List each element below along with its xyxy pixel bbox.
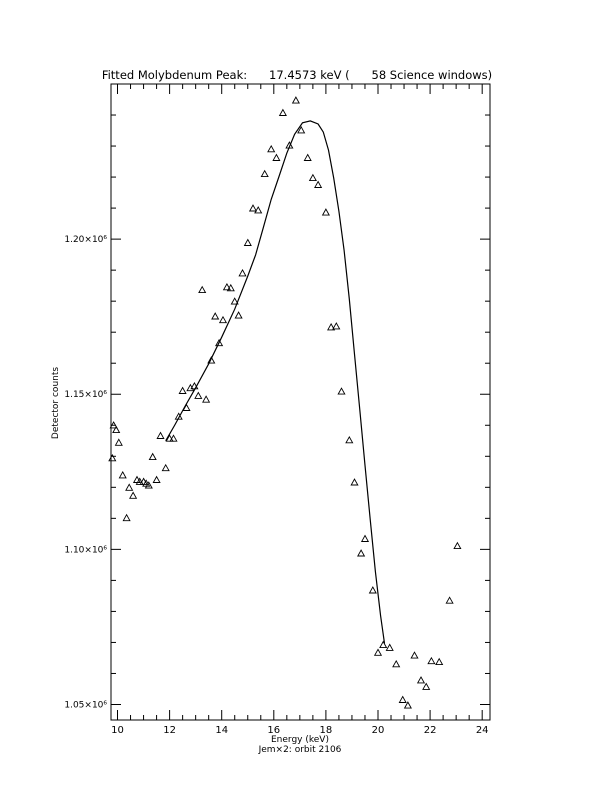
chart-title: Fitted Molybdenum Peak: 17.4573 keV ( 58… bbox=[102, 68, 492, 82]
data-point bbox=[174, 412, 183, 420]
data-point bbox=[234, 311, 243, 319]
data-point bbox=[165, 434, 174, 442]
y-tick-label: 1.20×10⁶ bbox=[64, 235, 107, 245]
data-point bbox=[190, 381, 199, 390]
data-point bbox=[198, 285, 207, 294]
data-point bbox=[368, 586, 377, 594]
data-point bbox=[148, 452, 157, 461]
plot-frame bbox=[110, 83, 491, 721]
data-point bbox=[360, 534, 370, 542]
data-point bbox=[291, 96, 300, 104]
data-point bbox=[416, 676, 426, 684]
data-point bbox=[403, 701, 412, 709]
data-point bbox=[125, 483, 134, 491]
data-point bbox=[327, 322, 336, 331]
data-point bbox=[321, 208, 330, 216]
data-point bbox=[297, 125, 306, 134]
y-tick-label: 1.15×10⁶ bbox=[64, 390, 107, 400]
data-point bbox=[385, 643, 394, 651]
data-point bbox=[337, 387, 346, 395]
data-point bbox=[308, 173, 317, 182]
data-point bbox=[445, 596, 454, 604]
data-point bbox=[453, 541, 462, 550]
data-point bbox=[392, 659, 401, 668]
data-point bbox=[272, 153, 281, 161]
data-point bbox=[152, 475, 161, 483]
fit-line bbox=[165, 120, 386, 644]
data-point bbox=[202, 395, 211, 403]
data-point bbox=[109, 421, 118, 429]
data-point bbox=[161, 463, 170, 472]
data-point bbox=[144, 481, 153, 489]
data-point bbox=[278, 108, 287, 116]
data-point bbox=[182, 403, 191, 411]
data-point bbox=[211, 312, 220, 320]
x-tick-label: 14 bbox=[215, 725, 228, 736]
data-point bbox=[118, 470, 127, 479]
chart-caption: Jem×2: orbit 2106 bbox=[258, 745, 342, 755]
data-point bbox=[114, 438, 123, 446]
x-axis-label: Energy (keV) bbox=[271, 735, 329, 745]
data-point bbox=[156, 431, 165, 439]
x-tick-label: 18 bbox=[320, 725, 333, 736]
data-point bbox=[222, 282, 231, 291]
data-point bbox=[260, 169, 269, 178]
x-tick-label: 16 bbox=[267, 725, 280, 736]
data-point bbox=[243, 238, 252, 246]
y-tick-label: 1.05×10⁶ bbox=[64, 700, 107, 710]
data-point bbox=[135, 477, 144, 485]
data-point bbox=[435, 657, 444, 666]
data-point bbox=[248, 204, 258, 212]
data-point bbox=[427, 656, 436, 665]
data-point bbox=[194, 391, 203, 399]
x-tick-label: 12 bbox=[163, 725, 176, 736]
data-point bbox=[285, 141, 294, 149]
data-point bbox=[379, 640, 388, 649]
data-point bbox=[215, 338, 224, 347]
data-point bbox=[357, 549, 366, 557]
data-point bbox=[314, 180, 323, 188]
data-point bbox=[373, 648, 383, 656]
data-point bbox=[112, 425, 121, 434]
data-point bbox=[345, 435, 354, 444]
x-tick-label: 24 bbox=[476, 725, 489, 736]
data-point bbox=[122, 513, 131, 522]
y-tick-label: 1.10×10⁶ bbox=[64, 545, 107, 555]
data-point bbox=[350, 478, 359, 486]
data-point bbox=[238, 268, 247, 277]
data-point bbox=[169, 434, 178, 442]
y-axis-label: Detector counts bbox=[51, 367, 61, 439]
data-point bbox=[254, 206, 263, 214]
data-point bbox=[207, 356, 216, 364]
data-point bbox=[303, 153, 312, 161]
data-point bbox=[218, 315, 228, 324]
data-point bbox=[108, 453, 117, 462]
data-point bbox=[226, 283, 235, 292]
data-point bbox=[398, 695, 407, 703]
x-tick-label: 20 bbox=[372, 725, 385, 736]
x-tick-label: 22 bbox=[424, 725, 437, 736]
x-tick-label: 10 bbox=[111, 725, 124, 736]
data-point bbox=[129, 491, 138, 499]
data-point bbox=[422, 682, 431, 690]
data-point bbox=[230, 297, 239, 305]
data-point bbox=[332, 322, 341, 330]
data-point bbox=[178, 386, 187, 394]
data-point bbox=[267, 144, 276, 153]
data-point bbox=[410, 651, 419, 659]
